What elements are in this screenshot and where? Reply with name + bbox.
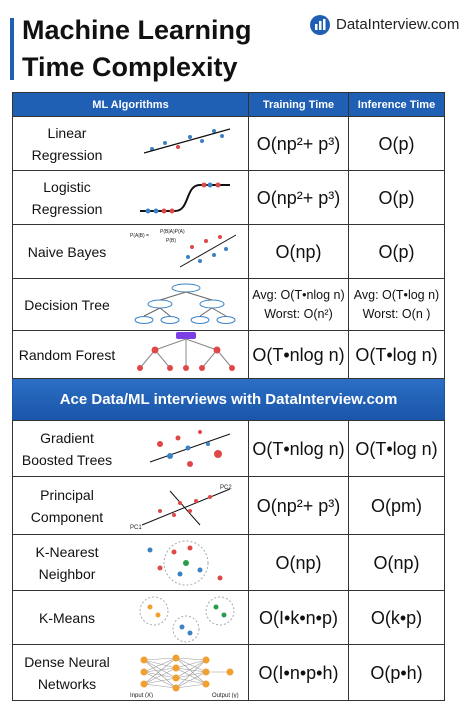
training-complexity: Avg: O(T•nlog n) — [252, 287, 345, 302]
algorithm-icon: Input (X) Output (y) — [130, 654, 239, 698]
training-cell: O(np²+ p³) — [248, 476, 349, 535]
algorithm-name: Logistic — [43, 178, 91, 195]
algorithm-name: Decision Tree — [24, 296, 110, 313]
title-line: Time Complexity — [22, 52, 238, 82]
inference-complexity: Avg: O(T•log n) — [353, 287, 440, 302]
training-cell: Avg: O(T•nlog n) Worst: O(n²) — [248, 278, 349, 331]
training-complexity: Worst: O(n²) — [264, 306, 333, 321]
inference-cell: O(pm) — [348, 476, 445, 535]
icon-label: PC2 — [220, 485, 232, 491]
algorithm-name: Random Forest — [18, 346, 116, 363]
column-header: ML Algorithms — [12, 92, 249, 117]
algorithm-icon — [140, 182, 230, 213]
inference-cell: O(k•p) — [348, 590, 445, 645]
inference-cell: O(T•log n) — [348, 420, 445, 477]
training-complexity: O(np²+ p³) — [256, 187, 341, 208]
icon-label: PC1 — [130, 525, 142, 531]
algorithm-name: Naive Bayes — [27, 243, 107, 260]
algorithm-icon — [137, 331, 235, 371]
column-header: Inference Time — [348, 92, 445, 117]
training-cell: O(I•k•n•p) — [248, 590, 349, 645]
inference-cell: Avg: O(T•log n) Worst: O(n ) — [348, 278, 445, 331]
training-cell: O(T•nlog n) — [248, 330, 349, 379]
algorithm-name: K-Nearest — [35, 543, 99, 560]
inference-cell: O(p) — [348, 116, 445, 171]
inference-cell: O(T•log n) — [348, 330, 445, 379]
inference-complexity: O(T•log n) — [355, 344, 438, 365]
training-complexity: O(T•nlog n) — [252, 438, 345, 459]
algorithm-name: Principal — [40, 486, 94, 503]
algorithm-name: Neighbor — [38, 565, 96, 582]
brand: DataInterview.com — [336, 16, 460, 33]
algorithm-name: Regression — [31, 200, 103, 217]
inference-complexity: O(k•p) — [370, 607, 423, 628]
column-header: Training Time — [248, 92, 349, 117]
training-cell: O(np²+ p³) — [248, 116, 349, 171]
inference-complexity: Worst: O(n ) — [362, 306, 431, 321]
inference-complexity: O(p) — [378, 187, 415, 208]
algorithm-name: Networks — [37, 675, 97, 692]
training-cell: O(I•n•p•h) — [248, 644, 349, 701]
icon-label: Input (X) — [130, 693, 153, 698]
inference-complexity: O(p) — [378, 241, 415, 262]
inference-complexity: O(p•h) — [370, 662, 423, 683]
inference-complexity: O(T•log n) — [355, 438, 438, 459]
training-complexity: O(T•nlog n) — [252, 344, 345, 365]
icon-label: Output (y) — [212, 693, 239, 698]
training-complexity: O(I•n•p•h) — [258, 662, 339, 683]
inference-cell: O(p•h) — [348, 644, 445, 701]
algorithm-name: Gradient — [40, 429, 94, 446]
inference-cell: O(p) — [348, 224, 445, 279]
title-line: Machine Learning — [22, 15, 252, 45]
inference-complexity: O(np) — [373, 552, 420, 573]
algorithm-icon — [147, 540, 223, 585]
algorithm-name: Linear — [47, 124, 87, 141]
algorithm-icon — [149, 429, 231, 467]
training-complexity: O(np²+ p³) — [256, 495, 341, 516]
accent-bar — [10, 18, 14, 80]
icon-label: P(B|A)P(A) — [160, 229, 185, 235]
training-cell: O(T•nlog n) — [248, 420, 349, 477]
algorithm-name: Boosted Trees — [21, 451, 113, 468]
training-complexity: O(np) — [275, 552, 322, 573]
algorithm-name: Regression — [31, 146, 103, 163]
algorithm-icon: PC1 PC2 — [130, 485, 232, 531]
icon-label: P(B) — [166, 238, 176, 244]
training-cell: O(np) — [248, 534, 349, 591]
algorithm-icon — [139, 596, 235, 642]
training-cell: O(np) — [248, 224, 349, 279]
training-complexity: O(I•k•n•p) — [259, 607, 338, 628]
algorithm-icon — [143, 127, 231, 154]
algorithm-icon — [134, 283, 236, 324]
algorithm-name: K-Means — [38, 609, 96, 626]
inference-complexity: O(p) — [378, 133, 415, 154]
icon-label: P(A|B) = — [130, 233, 149, 239]
title: Machine Learning Time Complexity — [22, 12, 252, 86]
algorithm-name: Dense Neural — [24, 653, 110, 670]
inference-cell: O(np) — [348, 534, 445, 591]
training-complexity: O(np²+ p³) — [256, 133, 341, 154]
inference-cell: O(p) — [348, 170, 445, 225]
brand-logo — [310, 15, 330, 35]
algorithm-name: Component — [30, 508, 104, 525]
training-cell: O(np²+ p³) — [248, 170, 349, 225]
training-complexity: O(np) — [275, 241, 322, 262]
banner: Ace Data/ML interviews with DataIntervie… — [12, 378, 445, 421]
algorithm-icon: P(A|B) = P(B|A)P(A) P(B) — [130, 229, 237, 267]
inference-complexity: O(pm) — [371, 495, 422, 516]
